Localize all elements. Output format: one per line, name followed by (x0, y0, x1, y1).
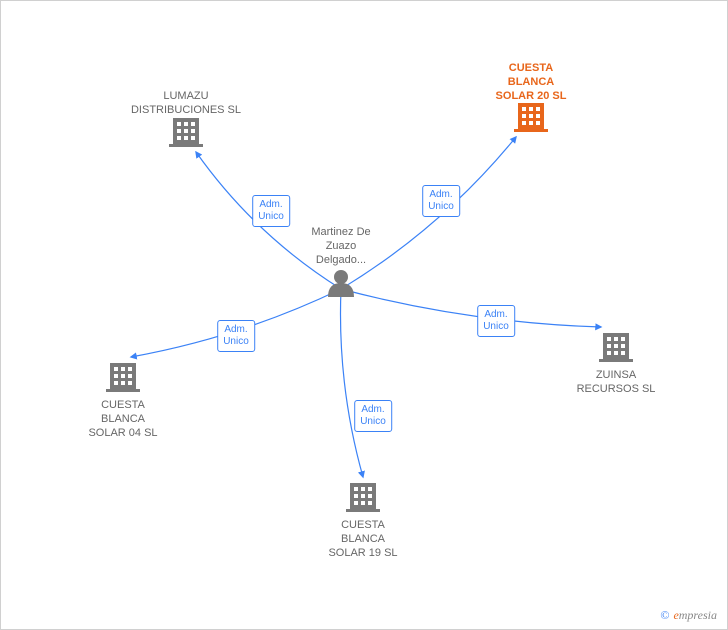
diagram-container: Martinez DeZuazoDelgado... LUMAZUDISTRIB… (0, 0, 728, 630)
company-node[interactable]: CUESTABLANCASOLAR 04 SL (63, 395, 183, 440)
edge-label: Adm.Unico (422, 185, 460, 217)
company-node[interactable]: CUESTABLANCASOLAR 20 SL (471, 62, 591, 105)
building-icon (169, 118, 203, 147)
edge-label: Adm.Unico (354, 400, 392, 432)
company-node[interactable]: LUMAZUDISTRIBUCIONES SL (126, 90, 246, 120)
building-icon (599, 333, 633, 362)
company-label: CUESTABLANCASOLAR 04 SL (63, 399, 183, 440)
building-icon (106, 363, 140, 392)
watermark: © empresia (660, 608, 717, 623)
building-icon (346, 483, 380, 512)
company-label: CUESTABLANCASOLAR 20 SL (471, 62, 591, 103)
company-node[interactable]: CUESTABLANCASOLAR 19 SL (303, 515, 423, 560)
edge-label: Adm.Unico (477, 305, 515, 337)
company-node[interactable]: ZUINSARECURSOS SL (556, 365, 676, 397)
building-icon (514, 103, 548, 132)
company-label: ZUINSARECURSOS SL (556, 369, 676, 397)
copyright-symbol: © (660, 608, 669, 622)
edge-label: Adm.Unico (217, 320, 255, 352)
relationship-edge (340, 289, 363, 477)
relationship-edge (341, 289, 601, 327)
company-label: CUESTABLANCASOLAR 19 SL (303, 519, 423, 560)
company-label: LUMAZUDISTRIBUCIONES SL (126, 90, 246, 118)
center-node-label: Martinez DeZuazoDelgado... (291, 226, 391, 267)
watermark-brand: empresia (673, 608, 717, 622)
edge-label: Adm.Unico (252, 195, 290, 227)
